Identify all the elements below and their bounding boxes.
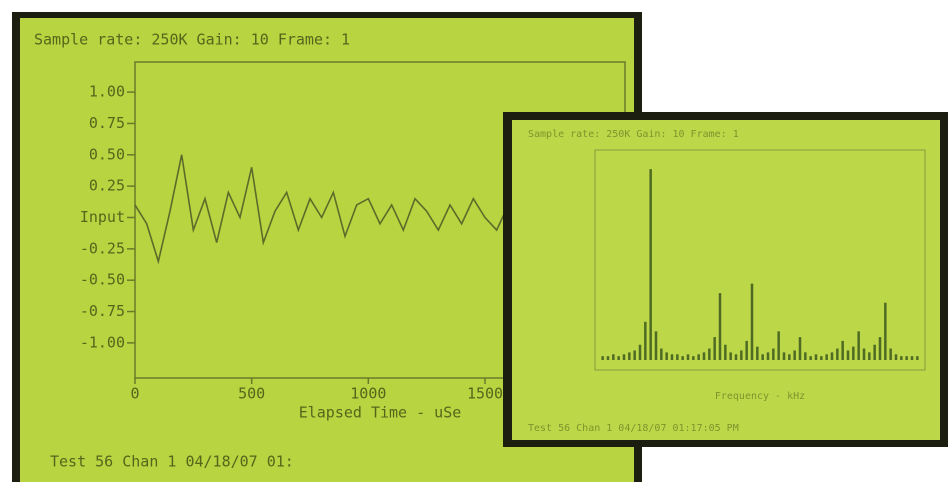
y-tick-label: 0.75 <box>89 114 125 132</box>
y-tick-label: 0.25 <box>89 177 125 195</box>
y-tick-label: 0.50 <box>89 145 125 163</box>
y-tick-label: 1.00 <box>89 83 125 101</box>
right-title: Sample rate: 250K Gain: 10 Frame: 1 <box>528 129 739 140</box>
x-tick-label: 0 <box>130 385 139 403</box>
right-screen <box>512 120 940 440</box>
right-footer: Test 56 Chan 1 04/18/07 01:17:05 PM <box>528 423 739 434</box>
y-tick-label: -0.75 <box>80 302 125 320</box>
y-tick-label: -0.25 <box>80 239 125 257</box>
left-footer: Test 56 Chan 1 04/18/07 01: <box>50 453 294 471</box>
x-tick-label: 1000 <box>350 385 386 403</box>
x-tick-label: 500 <box>238 385 265 403</box>
right-x-label: Frequency - kHz <box>715 391 805 402</box>
right-chart <box>601 169 919 360</box>
y-tick-label: -0.50 <box>80 271 125 289</box>
y-tick-label: -1.00 <box>80 333 125 351</box>
left-title: Sample rate: 250K Gain: 10 Frame: 1 <box>34 31 350 49</box>
left-x-label: Elapsed Time - uSe <box>299 404 462 422</box>
y-tick-label: Input <box>80 208 125 226</box>
left-chart: 1.00 0.75 0.50 0.25 Input -0.25 -0.50 -0.75 -1.0… <box>80 83 626 403</box>
right-plot-frame <box>594 149 926 371</box>
x-tick-label: 1500 <box>467 385 503 403</box>
